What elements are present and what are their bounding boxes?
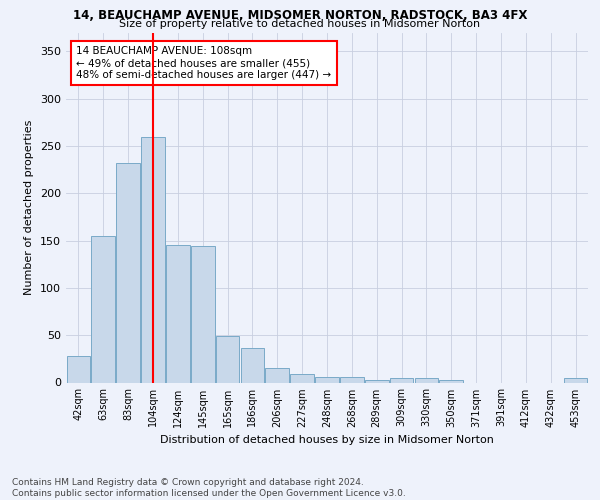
Bar [365,380,389,382]
Text: 14, BEAUCHAMP AVENUE, MIDSOMER NORTON, RADSTOCK, BA3 4FX: 14, BEAUCHAMP AVENUE, MIDSOMER NORTON, R… [73,9,527,22]
Bar [265,368,289,382]
X-axis label: Distribution of detached houses by size in Midsomer Norton: Distribution of detached houses by size … [160,435,494,445]
Bar [216,336,239,382]
Y-axis label: Number of detached properties: Number of detached properties [25,120,34,295]
Bar [290,374,314,382]
Bar [191,246,215,382]
Bar [439,380,463,382]
Bar [340,377,364,382]
Text: Contains HM Land Registry data © Crown copyright and database right 2024.
Contai: Contains HM Land Registry data © Crown c… [12,478,406,498]
Bar [415,378,438,382]
Bar [67,356,90,382]
Bar [564,378,587,382]
Bar [241,348,264,382]
Bar [315,377,339,382]
Text: 14 BEAUCHAMP AVENUE: 108sqm
← 49% of detached houses are smaller (455)
48% of se: 14 BEAUCHAMP AVENUE: 108sqm ← 49% of det… [76,46,332,80]
Bar [166,246,190,382]
Text: Size of property relative to detached houses in Midsomer Norton: Size of property relative to detached ho… [119,19,481,29]
Bar [390,378,413,382]
Bar [116,163,140,382]
Bar [141,136,165,382]
Bar [91,236,115,382]
